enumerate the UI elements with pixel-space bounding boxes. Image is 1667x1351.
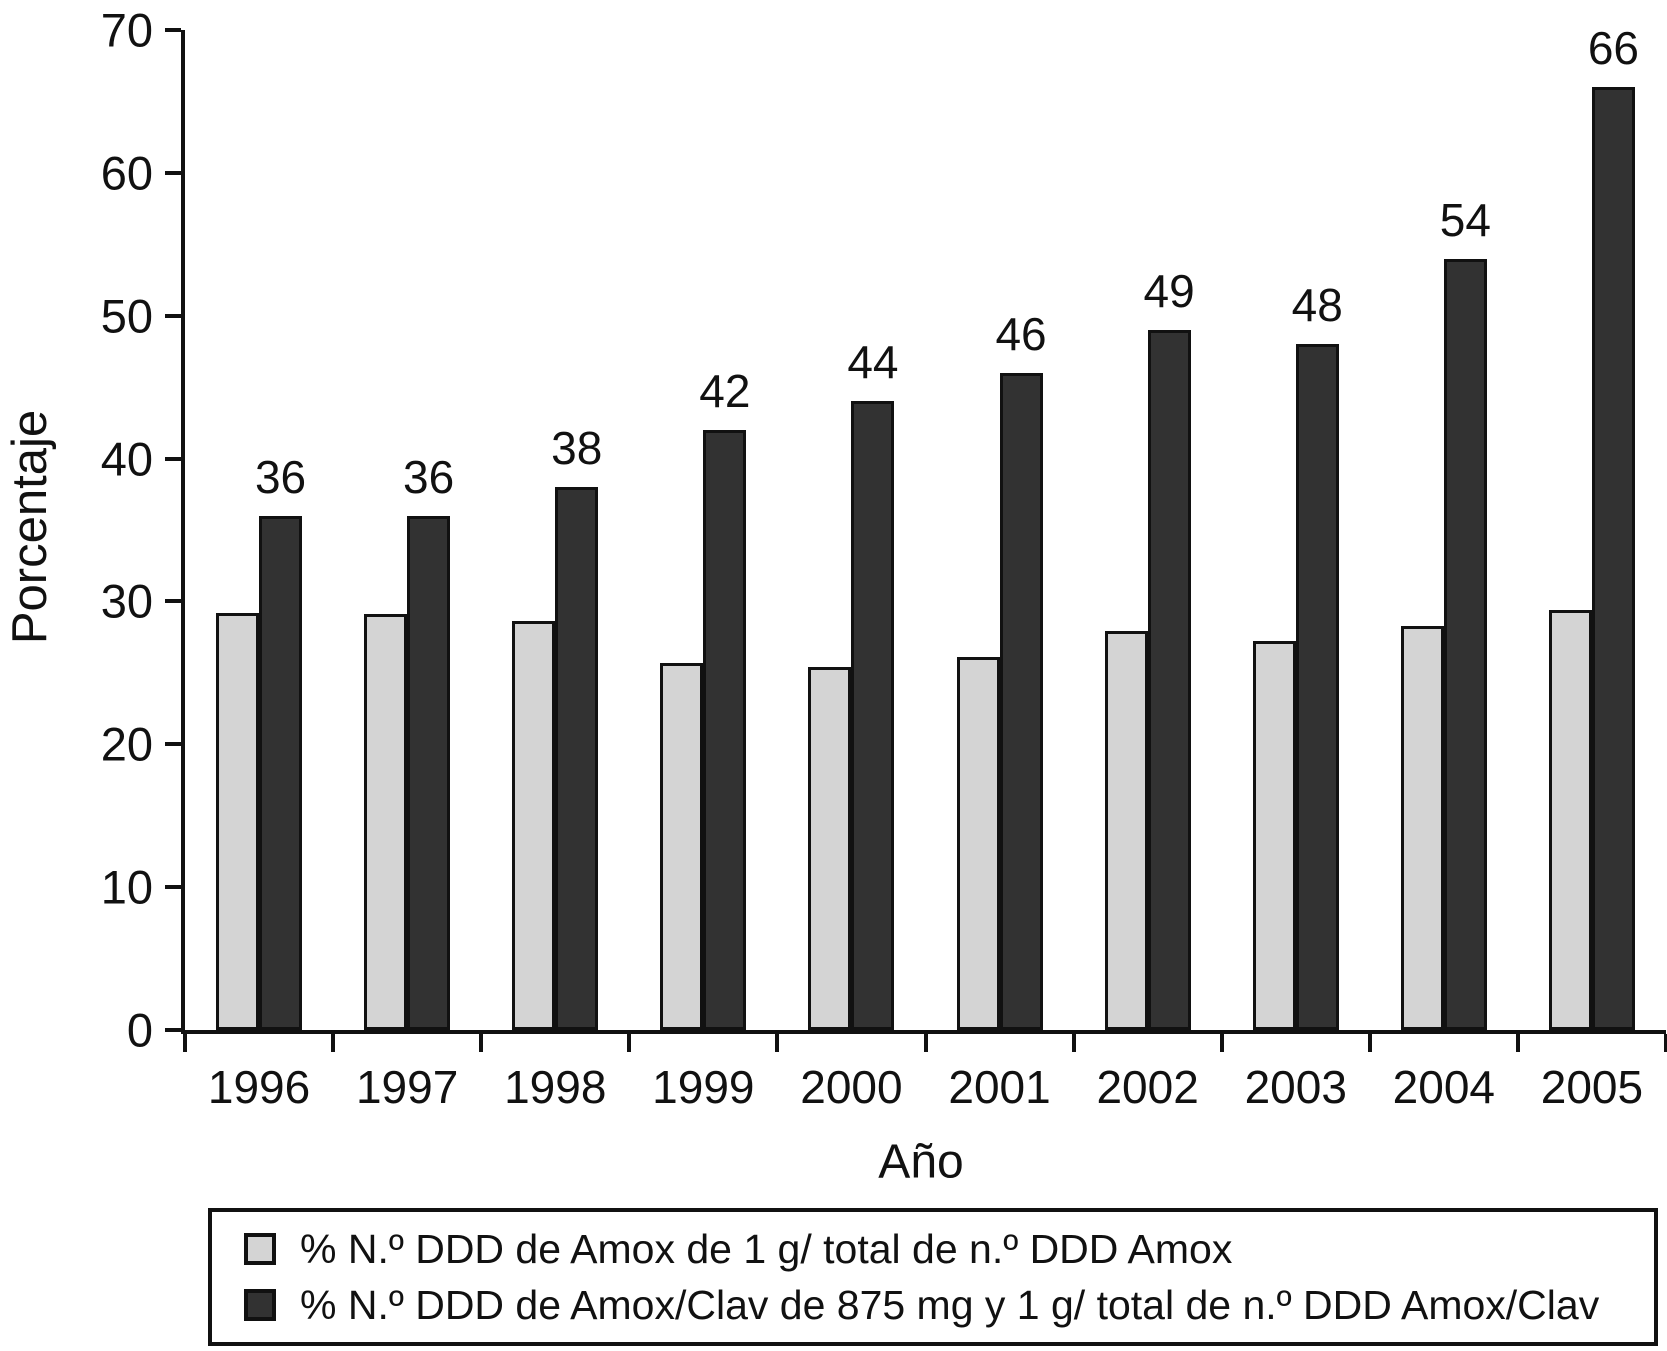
- x-axis-category-label: 2004: [1392, 1061, 1496, 1113]
- bar-data-label: 48: [1291, 279, 1343, 331]
- bar: [407, 516, 451, 1030]
- y-axis-tick: [165, 1028, 181, 1032]
- x-axis-tick: [1367, 1034, 1372, 1052]
- y-axis-tick-label: 40: [100, 432, 153, 486]
- legend-item: % N.º DDD de Amox/Clav de 875 mg y 1 g/ …: [212, 1283, 1654, 1327]
- x-axis-tick: [1071, 1034, 1076, 1052]
- x-axis-category-label: 2005: [1540, 1061, 1644, 1113]
- y-axis-tick-label: 50: [100, 289, 153, 343]
- bar: [999, 373, 1043, 1030]
- y-axis-tick: [165, 885, 181, 890]
- plot-area: 0 10 20 30 40 50 60 70 1996 1997 1998 1999 2000 2001 2…: [101, 7, 1667, 1110]
- y-axis-tick: [165, 456, 181, 461]
- legend-item-label: % N.º DDD de Amox de 1 g/ total de n.º D…: [300, 1226, 1233, 1273]
- x-axis-tick: [479, 1034, 484, 1052]
- x-axis-tick: [183, 1034, 187, 1052]
- legend-swatch: [244, 1288, 276, 1321]
- x-axis-category-label: 1999: [652, 1061, 755, 1113]
- x-axis-tick: [627, 1034, 632, 1052]
- bar: [1591, 87, 1635, 1030]
- bar: [1400, 626, 1444, 1030]
- x-axis-tick: [775, 1034, 780, 1052]
- x-axis-tick: [923, 1034, 928, 1052]
- bar: [851, 401, 895, 1030]
- y-axis-tick: [165, 742, 181, 747]
- bar: [216, 613, 260, 1030]
- legend-item-label: % N.º DDD de Amox/Clav de 875 mg y 1 g/ …: [300, 1281, 1600, 1328]
- x-axis-category-label: 1998: [504, 1061, 607, 1113]
- bar-data-label: 66: [1587, 22, 1640, 74]
- bar: [1295, 344, 1339, 1030]
- x-axis-category-label: 2001: [948, 1061, 1051, 1113]
- bar: [1443, 259, 1487, 1030]
- bar: [1252, 641, 1296, 1030]
- bar-data-label: 46: [995, 308, 1047, 360]
- bar-data-label: 36: [254, 451, 307, 503]
- bar: [956, 657, 1000, 1030]
- bar: [259, 516, 303, 1030]
- y-axis-tick: [165, 599, 181, 604]
- x-axis-category-label: 1996: [207, 1061, 311, 1113]
- bar: [1147, 330, 1191, 1030]
- legend-swatch: [244, 1233, 276, 1266]
- legend: % N.º DDD de Amox de 1 g/ total de n.º D…: [208, 1208, 1658, 1346]
- y-axis-tick-label: 70: [100, 3, 153, 57]
- y-axis-tick: [165, 28, 181, 32]
- bar: [660, 663, 704, 1030]
- bar-data-label: 38: [551, 422, 603, 474]
- y-axis-tick-label: 0: [126, 1003, 153, 1057]
- y-axis-tick-label: 60: [100, 146, 153, 200]
- bar: [1548, 610, 1592, 1030]
- y-axis-tick-label: 30: [100, 574, 153, 628]
- x-axis-category-label: 2003: [1244, 1061, 1347, 1113]
- x-axis-category-label: 2002: [1096, 1061, 1199, 1113]
- x-axis-tick: [331, 1034, 336, 1052]
- bar: [555, 487, 599, 1030]
- x-axis-tick: [1219, 1034, 1224, 1052]
- bar-data-label: 36: [403, 451, 455, 503]
- y-axis-tick-label: 20: [100, 717, 153, 771]
- bar-data-label: 44: [847, 336, 899, 388]
- y-axis-tick: [165, 170, 181, 175]
- bar-data-label: 42: [699, 365, 751, 417]
- bar: [1104, 631, 1148, 1030]
- legend-item: % N.º DDD de Amox de 1 g/ total de n.º D…: [212, 1227, 1654, 1271]
- x-axis-tick: [1664, 1034, 1667, 1052]
- x-axis-tick: [1515, 1034, 1520, 1052]
- bar: [808, 667, 852, 1030]
- bar: [364, 614, 408, 1030]
- bar: [703, 430, 747, 1030]
- x-axis-category-label: 2000: [800, 1061, 903, 1113]
- y-axis-tick-label: 10: [100, 860, 153, 914]
- y-axis-tick: [165, 313, 181, 318]
- x-axis-category-label: 1997: [355, 1061, 459, 1113]
- bar: [512, 621, 556, 1030]
- bar-data-label: 54: [1439, 194, 1491, 246]
- bar-data-label: 49: [1143, 265, 1195, 317]
- x-axis-title: Año: [878, 1135, 964, 1189]
